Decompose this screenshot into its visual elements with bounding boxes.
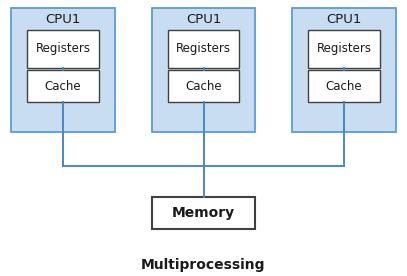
Text: Cache: Cache bbox=[45, 80, 81, 93]
FancyBboxPatch shape bbox=[168, 30, 239, 68]
Text: Cache: Cache bbox=[185, 80, 222, 93]
Text: Memory: Memory bbox=[172, 206, 235, 220]
FancyBboxPatch shape bbox=[168, 70, 239, 102]
Text: Registers: Registers bbox=[35, 43, 91, 55]
FancyBboxPatch shape bbox=[308, 70, 379, 102]
Text: Multiprocessing: Multiprocessing bbox=[141, 258, 266, 272]
FancyBboxPatch shape bbox=[308, 30, 379, 68]
FancyBboxPatch shape bbox=[28, 70, 98, 102]
Text: CPU1: CPU1 bbox=[326, 13, 361, 26]
Text: Cache: Cache bbox=[326, 80, 362, 93]
Text: Registers: Registers bbox=[316, 43, 372, 55]
Text: CPU1: CPU1 bbox=[186, 13, 221, 26]
FancyBboxPatch shape bbox=[28, 30, 98, 68]
Text: CPU1: CPU1 bbox=[46, 13, 81, 26]
FancyBboxPatch shape bbox=[151, 197, 256, 229]
FancyBboxPatch shape bbox=[151, 8, 256, 132]
FancyBboxPatch shape bbox=[292, 8, 396, 132]
FancyBboxPatch shape bbox=[11, 8, 115, 132]
Text: Registers: Registers bbox=[176, 43, 231, 55]
